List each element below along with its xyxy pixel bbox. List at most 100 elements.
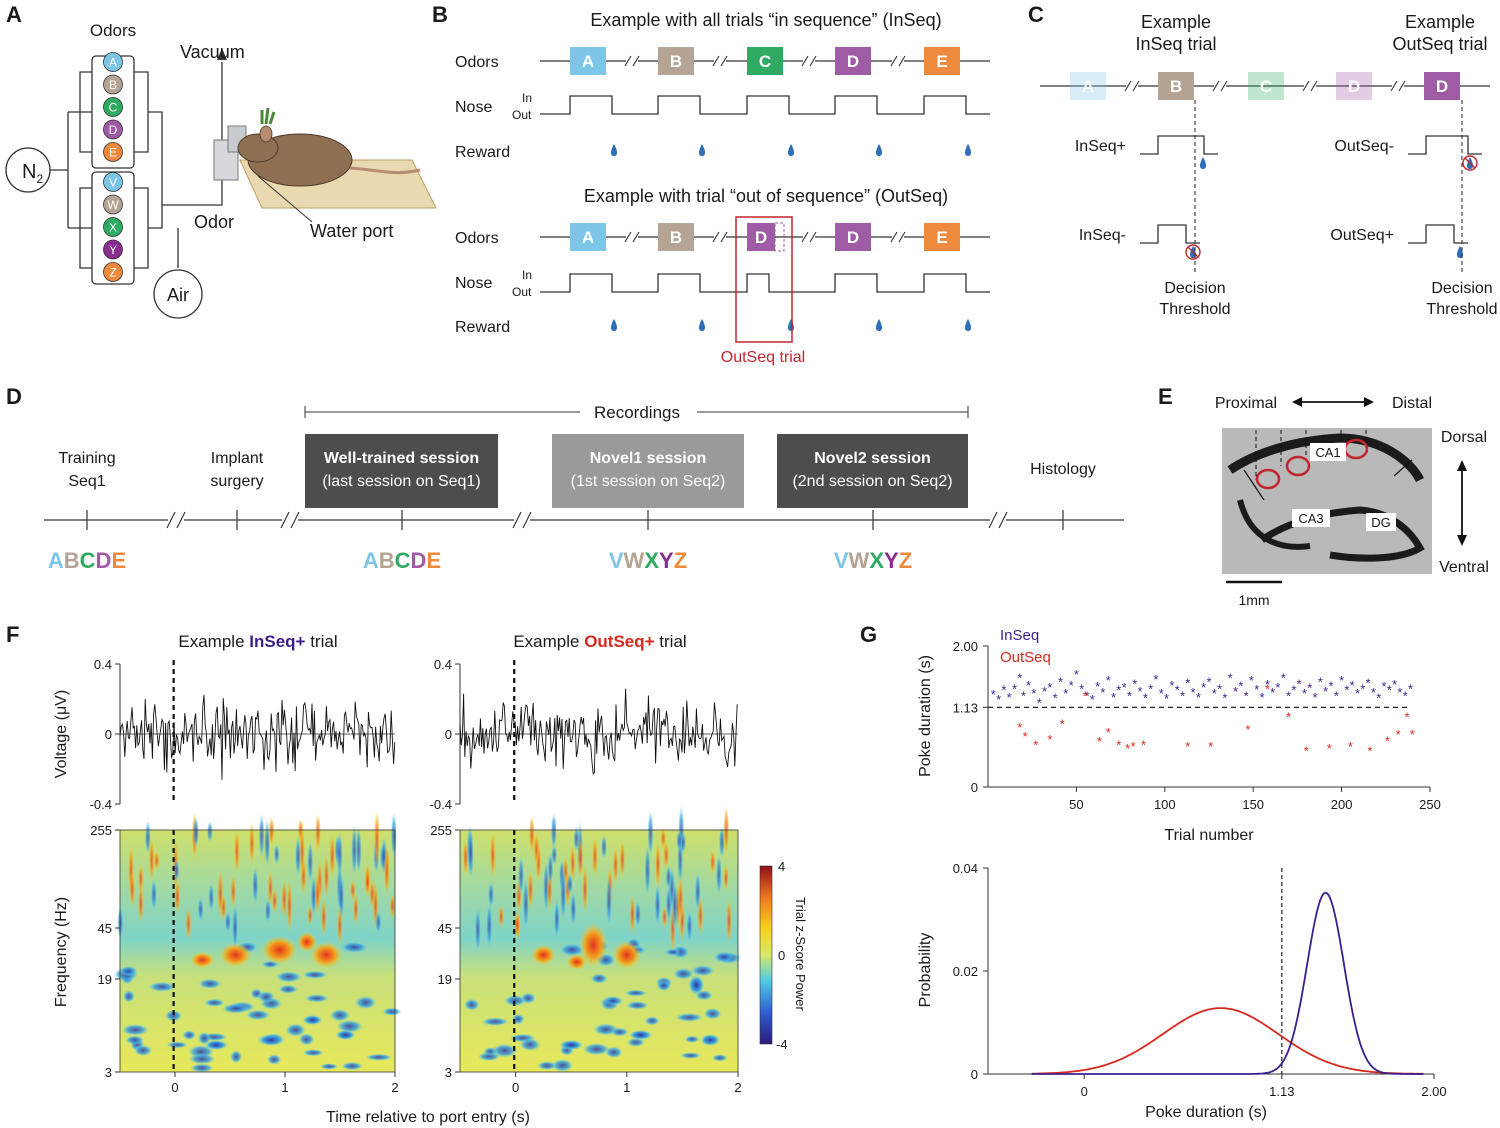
odor-box-label: E: [936, 228, 947, 247]
odor-sequence-letters: VWXYZ: [834, 548, 912, 573]
scatter-point-inseq: *: [1397, 685, 1402, 700]
scatter-point-inseq: *: [1116, 683, 1121, 698]
scatter-point-inseq: *: [1122, 680, 1127, 695]
n2-label: N2: [22, 161, 43, 186]
odor-box-label: E: [936, 52, 947, 71]
scatter-point-inseq: *: [1206, 674, 1211, 689]
scatter-point-inseq: *: [1169, 678, 1174, 693]
scatter-point-outseq: *: [1033, 738, 1038, 753]
scatter-point-inseq: *: [1127, 688, 1132, 703]
scatter-point-outseq: *: [1286, 710, 1291, 725]
water-drop-icon: [788, 319, 794, 331]
vacuum-label: Vacuum: [180, 42, 245, 62]
scatter-point-inseq: *: [1031, 686, 1036, 701]
panel-letter-b: B: [432, 2, 448, 27]
scatter-point-inseq: *: [1392, 677, 1397, 692]
panel-b-task-schematic: Example with all trials “in sequence” (I…: [455, 10, 990, 366]
scatter-point-inseq: *: [1047, 680, 1052, 695]
scatter-point-inseq: *: [1058, 674, 1063, 689]
scatter-x-tick: 200: [1331, 797, 1353, 812]
scatter-point-inseq: *: [1275, 680, 1280, 695]
n2-source: [5, 147, 51, 193]
scatter-point-inseq: *: [1334, 688, 1339, 703]
scatter-point-outseq: *: [1130, 739, 1135, 754]
scatter-point-inseq: *: [1196, 690, 1201, 705]
row-label-nose-2: Nose: [455, 275, 492, 292]
odor-valve-label: Z: [109, 266, 116, 280]
panel-c-decision-threshold: Example InSeq trial Example OutSeq trial A…: [1040, 12, 1498, 318]
scatter-point-inseq: *: [1001, 683, 1006, 698]
water-drop-icon: [965, 144, 971, 156]
water-drop-icon: [1200, 157, 1206, 169]
c-odor-box-label: C: [1260, 77, 1272, 96]
scatter-point-outseq: *: [1304, 743, 1309, 758]
time-tick-label: 2: [391, 1080, 398, 1095]
density-y-tick: 0: [971, 1067, 978, 1082]
odor-valve-label: C: [109, 101, 118, 115]
scatter-point-outseq: *: [1404, 710, 1409, 725]
scatter-point-inseq: *: [1233, 684, 1238, 699]
odor-valve-d: [103, 119, 123, 140]
odor-box-b: [658, 47, 694, 75]
odor-valve-x: [103, 217, 123, 237]
voltage-tick-label: -0.4: [90, 797, 112, 812]
distal-label: Distal: [1392, 395, 1432, 412]
scatter-point-outseq: *: [1125, 741, 1130, 756]
panel-letter-c: C: [1028, 2, 1044, 27]
odor-valve-label: E: [109, 146, 117, 160]
c-odor-box-b: [1158, 72, 1194, 100]
odor-box-a: [570, 47, 606, 75]
water-drop-icon: [699, 144, 705, 156]
ca3-label: CA3: [1298, 511, 1323, 526]
dorsal-label: Dorsal: [1441, 429, 1487, 446]
nose-in-label-2: In: [522, 268, 532, 282]
voltage-tick-label: 0: [445, 727, 452, 742]
scatter-point-outseq: *: [1141, 738, 1146, 753]
scatter-point-inseq: *: [1270, 685, 1275, 700]
scatter-point-inseq: *: [1403, 688, 1408, 703]
colorbar-label: Trial z-Score Power: [793, 897, 808, 1011]
nose-out-label: Out: [512, 108, 532, 122]
odor-box-e: [924, 47, 960, 75]
c-odor-box-a: [1070, 72, 1106, 100]
decision-threshold-label: Decision Threshold: [1159, 280, 1230, 318]
scatter-point-inseq: *: [1254, 682, 1259, 697]
odor-valve-w: [103, 194, 123, 215]
scatter-point-inseq: *: [1026, 678, 1031, 693]
row-label-reward-2: Reward: [455, 319, 510, 336]
scatter-point-inseq: *: [1021, 688, 1026, 703]
scatter-point-inseq: *: [1249, 673, 1254, 688]
density-curve-inseq: [1031, 891, 1424, 1075]
scatter-point-inseq: *: [1143, 690, 1148, 705]
water-port-label: Water port: [310, 221, 393, 241]
session-box: [552, 434, 744, 508]
scatter-point-outseq: *: [1396, 727, 1401, 742]
water-drop-icon: [788, 144, 794, 156]
scatter-point-inseq: *: [1344, 683, 1349, 698]
scatter-point-inseq: *: [1111, 690, 1116, 705]
scatter-point-inseq: *: [1037, 695, 1042, 710]
odor-box-label: D: [755, 228, 767, 247]
scatter-point-outseq: *: [1185, 739, 1190, 754]
scatter-point-inseq: *: [1350, 678, 1355, 693]
scatter-x-tick: 150: [1242, 797, 1264, 812]
odor-valve-e: [103, 142, 123, 162]
density-y-tick: 0.02: [953, 964, 978, 979]
frequency-tick-label: 255: [90, 823, 112, 838]
odor-box-d: [747, 223, 775, 251]
panel-a-olfactometer: Odors ABCDE VWXYZ N2 Air Vacuum Odor Wat…: [5, 21, 437, 319]
density-x-tick: 2.00: [1421, 1084, 1446, 1099]
voltage-tick-label: 0: [105, 727, 112, 742]
scatter-point-inseq: *: [1212, 686, 1217, 701]
water-drop-icon: [876, 319, 882, 331]
scatter-point-outseq: *: [1208, 739, 1213, 754]
outseq-trial-caption: OutSeq trial: [721, 349, 805, 366]
scatter-y-tick: 0: [971, 780, 978, 795]
scatter-point-inseq: *: [1090, 692, 1095, 707]
scatter-point-inseq: *: [1238, 678, 1243, 693]
no-reward-icon: [1462, 155, 1478, 171]
scatter-point-outseq: *: [1060, 717, 1065, 732]
density-curve-outseq: [1031, 1007, 1424, 1075]
frequency-tick-label: 3: [105, 1065, 112, 1080]
scatter-point-inseq: *: [1201, 680, 1206, 695]
